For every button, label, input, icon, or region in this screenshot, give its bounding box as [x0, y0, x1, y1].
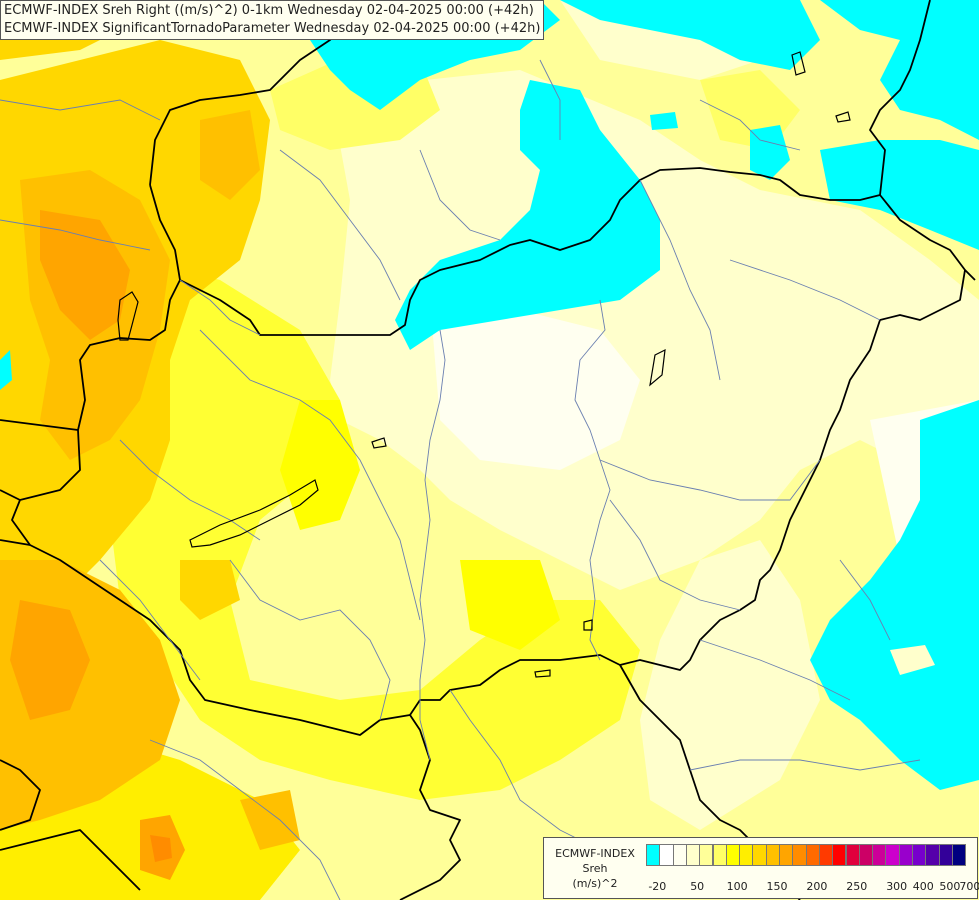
legend-tick-label: 200	[806, 880, 828, 893]
legend-swatch	[699, 844, 714, 866]
legend-tick-label: 300	[886, 880, 908, 893]
legend-swatch	[938, 844, 953, 866]
legend-param: Sreh	[582, 862, 608, 875]
legend-swatch	[685, 844, 701, 866]
legend-swatch	[765, 844, 780, 866]
legend-model: ECMWF-INDEX	[555, 847, 635, 860]
legend-tick-label: 100	[726, 880, 748, 893]
legend-tick-label: 150	[766, 880, 788, 893]
legend-swatch	[818, 844, 834, 866]
lakes	[117, 51, 851, 678]
legend-swatch	[885, 844, 900, 866]
legend-swatch	[792, 844, 807, 866]
color-legend: ECMWF-INDEX Sreh (m/s)^2 -20 50 100 150 200 2…	[543, 837, 979, 899]
legend-tick-label: 400	[912, 880, 934, 893]
legend-tick-label: 700	[959, 880, 979, 893]
map-title-box: ECMWF-INDEX Sreh Right ((m/s)^2) 0-1km W…	[0, 0, 545, 40]
legend-swatch	[925, 844, 940, 866]
legend-swatch	[832, 844, 847, 866]
cyan-regions	[0, 0, 979, 790]
legend-swatch	[646, 844, 661, 866]
legend-swatch	[951, 844, 967, 866]
legend-swatch	[712, 844, 727, 866]
legend-swatch	[898, 844, 913, 866]
legend-swatch	[872, 844, 887, 866]
legend-unit: (m/s)^2	[572, 877, 618, 890]
legend-swatch	[725, 844, 741, 866]
legend-swatch	[752, 844, 767, 866]
legend-swatch	[672, 844, 687, 866]
legend-swatch	[858, 844, 874, 866]
legend-swatch	[912, 844, 927, 866]
legend-title: ECMWF-INDEX Sreh (m/s)^2	[546, 846, 644, 891]
legend-swatch	[845, 844, 860, 866]
legend-tick-label: 250	[846, 880, 868, 893]
legend-swatch	[779, 844, 794, 866]
legend-tick-label: 500	[939, 880, 961, 893]
legend-tick-label: 50	[690, 880, 705, 893]
title-line-stp: ECMWF-INDEX SignificantTornadoParameter …	[4, 21, 541, 36]
legend-tick-label: -20	[648, 880, 667, 893]
legend-swatch	[659, 844, 674, 866]
legend-swatch	[739, 844, 754, 866]
legend-swatch	[805, 844, 820, 866]
title-line-sreh: ECMWF-INDEX Sreh Right ((m/s)^2) 0-1km W…	[4, 3, 534, 18]
rivers-and-regions	[0, 59, 921, 900]
